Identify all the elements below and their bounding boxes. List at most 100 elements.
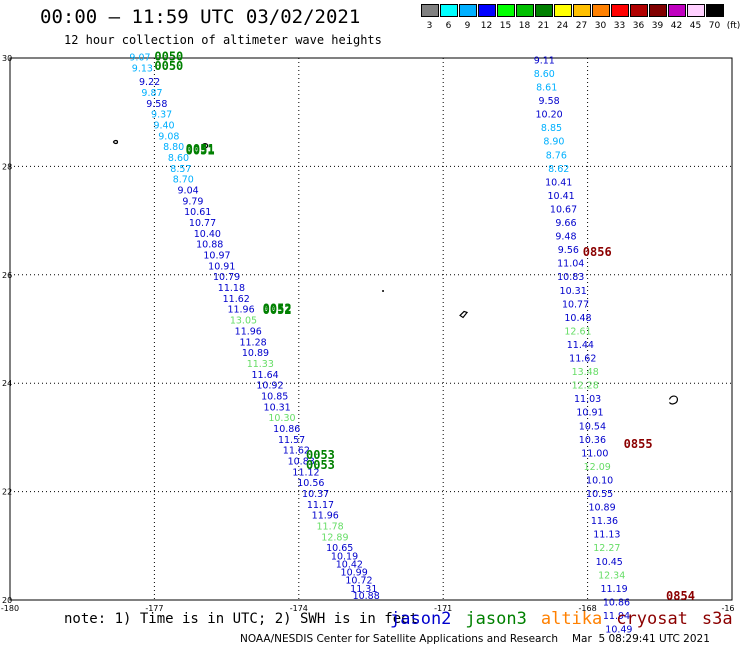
swh-value: 11.96 [227, 305, 254, 316]
credit-text: NOAA/NESDIS Center for Satellite Applica… [240, 633, 558, 645]
satellite-label-jason2: jason2 [390, 609, 452, 629]
legend-label: 36 [632, 21, 645, 31]
swh-value: 10.97 [203, 251, 230, 262]
swh-value: 10.88 [353, 591, 380, 602]
swh-value: 9.04 [178, 186, 199, 197]
legend-swatch [667, 4, 686, 17]
swh-value: 10.92 [256, 381, 283, 392]
swh-value: 11.36 [591, 516, 618, 527]
legend-label: 12 [480, 21, 493, 31]
swh-value: 11.78 [316, 522, 343, 533]
swh-value: 9.58 [539, 96, 560, 107]
swh-value: 10.31 [264, 402, 291, 413]
swh-value: 8.62 [548, 164, 569, 175]
swh-value: 9.79 [182, 196, 203, 207]
legend-entry: 27 [572, 4, 591, 31]
swh-value: 10.91 [208, 261, 235, 272]
legend-entry: 45 [686, 4, 705, 31]
swh-value: 8.70 [173, 175, 194, 186]
swh-value: 9.56 [558, 245, 579, 256]
swh-value: 10.67 [550, 204, 577, 215]
legend-entry: 18 [515, 4, 534, 31]
x-tick-label: -171 [434, 604, 452, 613]
legend-entry: 24 [553, 4, 572, 31]
swh-value: 11.94 [603, 611, 630, 622]
swh-value: 10.86 [273, 424, 300, 435]
y-tick-label: 20 [2, 596, 12, 605]
time-label: 0052 [263, 303, 292, 317]
time-label: 0053 [306, 458, 335, 472]
swh-value: 11.17 [307, 500, 334, 511]
swh-value: 9.11 [534, 55, 555, 66]
swh-value: 9.40 [153, 120, 174, 131]
time-label: 0053 [306, 448, 335, 462]
legend-entry: 36 [629, 4, 648, 31]
swh-value: 10.89 [588, 503, 615, 514]
x-tick-label: -180 [1, 604, 19, 613]
legend-swatch [705, 4, 724, 17]
legend-label: 42 [670, 21, 683, 31]
swh-value: 11.18 [218, 283, 245, 294]
x-tick-label: -168 [579, 604, 597, 613]
legend-entry: 3 [420, 4, 439, 31]
swh-value: 10.37 [302, 489, 329, 500]
x-tick-label: -174 [290, 604, 308, 613]
swh-value: 11.62 [223, 294, 250, 305]
swh-value: 10.91 [576, 408, 603, 419]
swh-value: 10.42 [336, 559, 363, 570]
color-legend: 3 6 9 12 15 18 21 24 27 30 33 36 39 42 45 70 (ft) [420, 4, 740, 31]
swh-value: 10.45 [596, 557, 623, 568]
swh-value: 10.20 [535, 110, 562, 121]
swh-value: 11.96 [235, 326, 262, 337]
legend-entry: 6 [439, 4, 458, 31]
satellite-key: jason2 jason3 altika cryosat s3a [390, 609, 733, 629]
legend-label: 15 [499, 21, 512, 31]
swh-value: 10.61 [184, 207, 211, 218]
time-label: 0050 [154, 59, 183, 73]
swh-value: 8.90 [543, 137, 564, 148]
swh-value: 8.60 [168, 153, 189, 164]
legend-entry: 33 [610, 4, 629, 31]
legend-label: 30 [594, 21, 607, 31]
satellite-label-altika: altika [540, 609, 603, 629]
legend-entry: (ft) [724, 4, 740, 31]
page-title: 00:00 – 11:59 UTC 03/02/2021 [40, 6, 361, 28]
satellite-label-s3a: s3a [701, 609, 733, 629]
swh-value: 8.85 [541, 123, 562, 134]
legend-swatch [439, 4, 458, 17]
swh-value: 9.08 [158, 131, 179, 142]
swh-value: 12.09 [584, 462, 611, 473]
swh-value: 13.05 [230, 316, 257, 327]
time-label: 0050 [154, 50, 183, 64]
legend-label: 33 [613, 21, 626, 31]
swh-value: 10.77 [562, 299, 589, 310]
swh-value: 10.99 [341, 568, 368, 579]
swh-value: 11.62 [569, 354, 596, 365]
legend-label: 6 [445, 21, 452, 31]
swh-value: 11.00 [581, 448, 608, 459]
legend-label: 45 [689, 21, 702, 31]
island-outline [459, 310, 469, 319]
legend-swatch [515, 4, 534, 17]
legend-label: 70 [708, 21, 721, 31]
swh-value: 11.96 [312, 511, 339, 522]
swh-value: 13.48 [572, 367, 599, 378]
swh-value: 10.55 [586, 489, 613, 500]
footnote: note: 1) Time is in UTC; 2) SWH is in fe… [64, 611, 419, 627]
legend-swatch [648, 4, 667, 17]
swh-value: 10.86 [603, 597, 630, 608]
legend-label: 3 [426, 21, 433, 31]
island-outline [112, 139, 119, 145]
swh-value: 10.85 [261, 391, 288, 402]
time-label: 0856 [583, 245, 612, 259]
legend-label: 24 [556, 21, 569, 31]
swh-value: 9.58 [146, 99, 167, 110]
swh-value: 10.41 [545, 177, 572, 188]
time-label: 0854 [666, 589, 695, 603]
swh-value: 11.64 [252, 370, 279, 381]
legend-swatch [420, 4, 439, 17]
legend-label: 18 [518, 21, 531, 31]
swh-value: 8.80 [163, 142, 184, 153]
legend-swatch [496, 4, 515, 17]
swh-value: 10.10 [586, 475, 613, 486]
